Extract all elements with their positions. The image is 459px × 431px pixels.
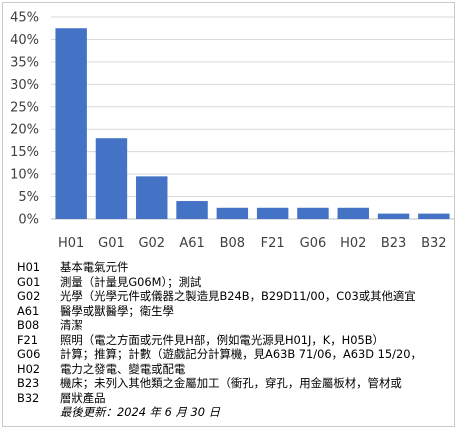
last-updated-note: 最後更新：2024 年 6 月 30 日 bbox=[60, 405, 220, 419]
legend-code: G01 bbox=[17, 274, 41, 289]
x-tick-label: B32 bbox=[421, 236, 446, 251]
x-tick-label: G02 bbox=[138, 236, 165, 251]
y-tick-label: 10% bbox=[10, 168, 39, 183]
legend-description: 測量（計量見G06M）；測試 bbox=[60, 274, 202, 289]
legend-row: B08 清潔 bbox=[17, 318, 454, 333]
y-tick-label: 40% bbox=[10, 33, 39, 48]
x-tick-label: B23 bbox=[381, 236, 406, 251]
bar-b08 bbox=[216, 207, 249, 219]
legend-code: F21 bbox=[17, 332, 39, 347]
y-tick-label: 30% bbox=[10, 78, 39, 93]
legend-row: H01 基本電氣元件 bbox=[17, 260, 454, 275]
legend-description: 照明（電之方面或元件見H部，例如電光源見H01J，K，H05B） bbox=[60, 332, 384, 347]
legend-code: G02 bbox=[17, 289, 41, 303]
legend-code: B32 bbox=[17, 390, 40, 405]
y-tick-label: 35% bbox=[10, 55, 39, 70]
bar-chart: 0% 5% 10% 15% 20% 25% 30% 35% 40% 45% H01 G01 G02 A6… bbox=[10, 11, 454, 251]
legend-row: A61 醫學或獸醫學；衛生學 bbox=[17, 303, 454, 319]
x-tick-label: H01 bbox=[58, 236, 84, 251]
legend-row: H02 電力之發電、變電或配電 bbox=[17, 361, 454, 377]
bars bbox=[55, 28, 450, 219]
x-tick-label: F21 bbox=[261, 236, 285, 251]
bar-h02 bbox=[337, 207, 369, 219]
legend-description: 醫學或獸醫學；衛生學 bbox=[60, 303, 174, 318]
bar-g01 bbox=[95, 138, 128, 219]
x-tick-label: H02 bbox=[340, 236, 366, 251]
x-tick-label: A61 bbox=[179, 236, 204, 251]
legend-code: B23 bbox=[17, 376, 40, 390]
legend-code: A61 bbox=[17, 303, 40, 318]
legend-code: G06 bbox=[17, 347, 41, 361]
bar-a61 bbox=[176, 201, 208, 219]
legend-description: 電力之發電、變電或配電 bbox=[60, 361, 186, 376]
legend-row: F21 照明（電之方面或元件見H部，例如電光源見H01J，K，H05B） bbox=[17, 332, 454, 348]
bar-h01 bbox=[55, 28, 87, 219]
y-tick-label: 5% bbox=[18, 190, 39, 205]
bar-g06 bbox=[297, 207, 329, 219]
ipc-legend: H01 基本電氣元件 G01 測量（計量見G06M）；測試 G02 光學（光學元件或儀器之… bbox=[17, 260, 454, 420]
x-tick-label: B08 bbox=[220, 236, 245, 251]
bar-f21 bbox=[256, 207, 289, 219]
y-axis-ticks: 0% 5% 10% 15% 20% 25% 30% 35% 40% 45% bbox=[10, 11, 39, 228]
legend-row: B32 層狀產品 bbox=[17, 390, 454, 406]
y-tick-label: 20% bbox=[10, 123, 39, 138]
legend-row: B23 機床；未列入其他類之金屬加工（衝孔，穿孔，用金屬板材，管材或 bbox=[17, 376, 454, 391]
legend-code: H02 bbox=[17, 361, 41, 376]
legend-description: 層狀產品 bbox=[60, 390, 106, 405]
legend-description: 基本電氣元件 bbox=[60, 260, 129, 274]
chart-panel: 0% 5% 10% 15% 20% 25% 30% 35% 40% 45% H01 G01 G02 A6… bbox=[2, 2, 455, 427]
legend-code: B08 bbox=[17, 318, 40, 332]
legend-description: 清潔 bbox=[60, 318, 83, 332]
y-tick-label: 45% bbox=[10, 11, 39, 26]
legend-description: 計算；推算；計數（遊戲記分計算機，見A63B 71/06，A63D 15/20， bbox=[60, 347, 422, 361]
x-axis-ticks: H01 G01 G02 A61 B08 F21 G06 H02 B23 B32 bbox=[58, 236, 447, 251]
bar-b32 bbox=[418, 213, 450, 219]
legend-row: G02 光學（光學元件或儀器之製造見B24B，B29D11/00，C03或其他適宜 bbox=[17, 289, 454, 304]
y-tick-label: 0% bbox=[18, 213, 39, 228]
bar-g02 bbox=[136, 176, 168, 219]
legend-description: 光學（光學元件或儀器之製造見B24B，B29D11/00，C03或其他適宜 bbox=[60, 289, 416, 303]
legend-row: G01 測量（計量見G06M）；測試 bbox=[17, 274, 454, 290]
legend-description: 機床；未列入其他類之金屬加工（衝孔，穿孔，用金屬板材，管材或 bbox=[60, 376, 402, 390]
legend-code: H01 bbox=[17, 260, 41, 274]
legend-row: G06 計算；推算；計數（遊戲記分計算機，見A63B 71/06，A63D 15/… bbox=[17, 347, 454, 362]
x-tick-label: G01 bbox=[98, 236, 125, 251]
y-tick-label: 25% bbox=[10, 100, 39, 115]
x-tick-label: G06 bbox=[300, 236, 327, 251]
bar-b23 bbox=[377, 213, 410, 219]
y-tick-label: 15% bbox=[10, 145, 39, 160]
